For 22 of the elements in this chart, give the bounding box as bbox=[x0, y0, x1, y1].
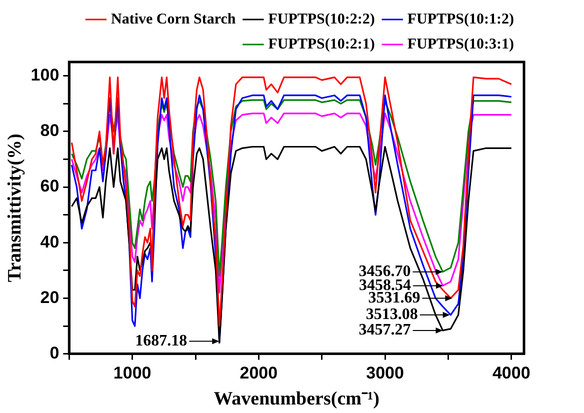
annotation: 3531.69 bbox=[368, 289, 420, 306]
x-tick-label: 1000 bbox=[113, 364, 152, 383]
y-tick-label: 20 bbox=[40, 288, 60, 307]
y-tick-label: 40 bbox=[40, 232, 60, 252]
x-tick-label: 2000 bbox=[240, 364, 278, 383]
y-tick-label: 80 bbox=[40, 121, 60, 140]
annotation: 3456.70 bbox=[358, 262, 411, 280]
y-tick-label: 100 bbox=[30, 66, 60, 85]
legend-label: Native Corn Starch bbox=[110, 11, 236, 28]
x-axis-title: Wavenumbers(cm⁻¹) bbox=[214, 388, 380, 410]
annotation: 1687.18 bbox=[135, 332, 188, 350]
legend-label: FUPTPS(10:2:1) bbox=[268, 36, 375, 52]
y-tick-label: 0 bbox=[50, 343, 60, 362]
x-tick-label: 3000 bbox=[366, 364, 404, 383]
legend-label: FUPTPS(10:1:2) bbox=[407, 11, 514, 28]
legend-label: FUPTPS(10:3:1) bbox=[407, 36, 514, 52]
y-tick-label: 60 bbox=[40, 176, 60, 196]
annotation: 3513.08 bbox=[366, 306, 418, 324]
y-axis-title: Transmittivity(%) bbox=[4, 134, 26, 282]
legend-label: FUPTPS(10:2:2) bbox=[268, 11, 375, 28]
x-tick-label: 4000 bbox=[492, 364, 530, 383]
annotation: 3457.27 bbox=[358, 322, 411, 339]
